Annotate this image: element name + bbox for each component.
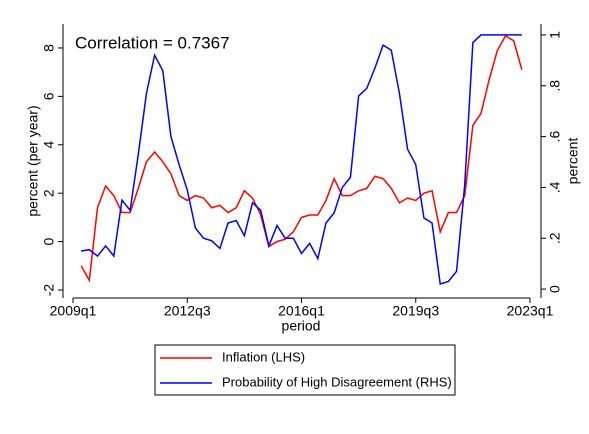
x-tick-label: 2012q3 [164, 303, 211, 319]
x-axis-title: period [282, 318, 321, 334]
y-tick-label: 2 [41, 189, 57, 197]
x-tick-label: 2019q3 [392, 303, 439, 319]
y-axis-title: percent (per year) [25, 105, 41, 216]
y2-tick-label: 1 [547, 31, 563, 39]
y-tick-label: -2 [41, 284, 57, 297]
series-line [80, 34, 523, 283]
legend-box [154, 344, 456, 396]
y2-tick-label: .2 [547, 232, 563, 244]
y2-tick-label: .8 [547, 80, 563, 92]
y2-axis-title: percent [565, 138, 581, 185]
y2-tick-label: 0 [547, 285, 563, 293]
y-tick-label: 8 [41, 44, 57, 52]
x-tick-label: 2009q1 [50, 303, 97, 319]
annotation: Correlation = 0.7367 [75, 33, 230, 52]
y2-tick-label: .4 [547, 181, 563, 193]
legend-label: Inflation (LHS) [222, 349, 305, 364]
x-tick-label: 2023q1 [507, 303, 554, 319]
y-tick-label: 0 [41, 238, 57, 246]
y-tick-label: 4 [41, 141, 57, 149]
series-line [81, 34, 522, 286]
y-tick-label: 6 [41, 92, 57, 100]
x-tick-label: 2016q1 [278, 303, 325, 319]
y2-tick-label: .6 [547, 131, 563, 143]
legend-label: Probability of High Disagreement (RHS) [222, 374, 452, 389]
